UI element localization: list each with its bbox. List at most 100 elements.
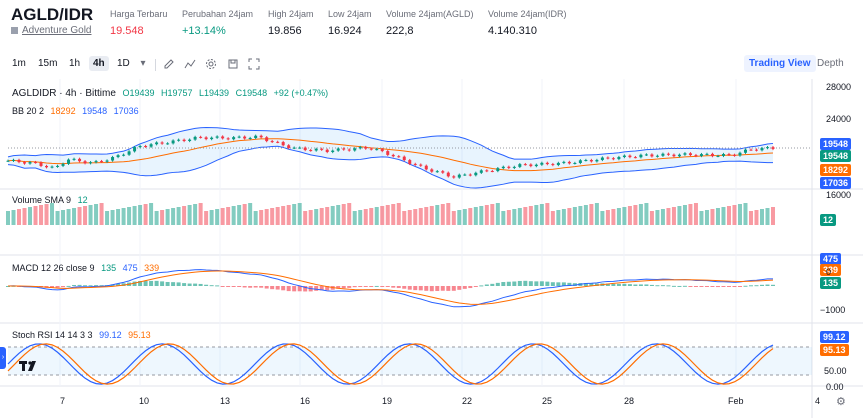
candle-body (677, 154, 681, 157)
macd-histogram-bar (352, 286, 357, 288)
volume-bar (644, 203, 649, 225)
timeframe-1m[interactable]: 1m (12, 58, 26, 69)
macd-histogram-bar (259, 286, 264, 288)
macd-histogram-bar (771, 284, 775, 286)
expand-panel-tab[interactable]: › (0, 347, 6, 369)
macd-histogram-bar (187, 283, 192, 286)
volume-bar (347, 203, 352, 225)
asset-name-link[interactable]: Adventure Gold (11, 25, 92, 36)
bb-legend-upper: 19548 (82, 106, 108, 116)
settings-icon[interactable] (205, 58, 217, 70)
macd-histogram-bar (561, 282, 566, 286)
macd-histogram-bar (391, 286, 396, 288)
volume-bar (374, 207, 379, 225)
macd-histogram-bar (583, 283, 588, 286)
volume-bar (765, 208, 770, 225)
chevron-down-icon[interactable]: ▾ (140, 58, 146, 69)
macd-signal-line (7, 270, 774, 305)
timeframe-1d[interactable]: 1D (117, 58, 130, 69)
macd-histogram-bar (633, 284, 638, 286)
candle-body (721, 154, 725, 156)
time-tick: 19 (382, 396, 393, 406)
candle-body (419, 164, 423, 166)
save-icon[interactable] (227, 58, 239, 70)
macd-histogram-bar (143, 281, 148, 286)
timeframe-15m[interactable]: 15m (38, 58, 58, 69)
volume-bar (501, 211, 506, 225)
volume-bar (583, 205, 588, 225)
volume-bar (259, 210, 264, 225)
volume-bar (545, 203, 550, 225)
volume-bar (407, 210, 412, 225)
candle-body (589, 160, 593, 162)
indicator-icon[interactable] (184, 58, 196, 70)
candle-body (578, 160, 582, 163)
candle-body (732, 154, 736, 156)
candle-body (144, 146, 148, 148)
macd-histogram-bar (622, 283, 627, 286)
trading-view-tab[interactable]: Trading View (744, 55, 816, 72)
volume-bar (66, 209, 71, 225)
volume-bar (627, 206, 632, 225)
candle-body (490, 171, 494, 173)
stat-value: +13.14% (182, 25, 226, 37)
macd-histogram-bar (132, 281, 137, 286)
macd-histogram-bar (358, 286, 363, 287)
macd-histogram-bar (660, 285, 665, 287)
volume-bar (534, 205, 539, 225)
candle-body (100, 161, 104, 163)
stat-last-price: Harga Terbaru 19.548 (110, 9, 167, 37)
macd-histogram-bar (649, 284, 654, 286)
macd-histogram-bar (721, 286, 726, 287)
candle-body (408, 160, 412, 164)
stat-value: 222,8 (386, 25, 414, 37)
macd-histogram-bar (270, 286, 275, 290)
candle-body (314, 148, 318, 151)
stoch-d-line (7, 343, 774, 385)
stoch-k-line (7, 343, 774, 385)
chart-canvas[interactable] (0, 79, 863, 418)
timeframe-4h[interactable]: 4h (89, 56, 109, 71)
candle-body (661, 153, 665, 156)
stoch-legend: Stoch RSI 14 14 3 3 99.12 95.13 (12, 330, 155, 340)
macd-histogram-bar (160, 281, 165, 286)
chart-area[interactable]: AGLDIDR · 4h · Bittime O19439 H19757 L19… (0, 79, 863, 418)
fullscreen-icon[interactable] (248, 58, 260, 70)
volume-bar (517, 208, 522, 225)
volume-bar (33, 206, 38, 225)
macd-histogram-bar (220, 286, 225, 287)
volume-bar (11, 210, 16, 225)
pencil-icon[interactable] (163, 58, 175, 70)
volume-bar (743, 203, 748, 225)
volume-bar (198, 203, 203, 225)
candle-body (699, 154, 703, 156)
bb-basis-line (7, 138, 774, 172)
candle-body (567, 161, 571, 164)
settings-icon[interactable]: ⚙ (836, 396, 846, 408)
volume-bar (314, 209, 319, 225)
candle-body (391, 154, 395, 157)
timeframe-1h[interactable]: 1h (69, 58, 81, 69)
macd-histogram-bar (473, 286, 478, 287)
macd-histogram-bar (182, 283, 187, 286)
candle-body (232, 137, 236, 140)
candle-body (760, 148, 764, 151)
candle-body (94, 161, 98, 163)
macd-histogram-bar (380, 286, 385, 287)
candle-body (534, 164, 538, 167)
volume-bar (572, 207, 577, 225)
macd-histogram-bar (237, 286, 242, 287)
macd-histogram-bar (171, 282, 176, 286)
volume-bar (446, 203, 451, 225)
depth-tab[interactable]: Depth (817, 58, 844, 69)
candle-body (133, 147, 137, 152)
volume-bar (391, 204, 396, 225)
stat-label: High 24jam (268, 9, 314, 19)
candle-body (765, 147, 769, 149)
macd-histogram-bar (314, 286, 319, 291)
candle-body (622, 155, 626, 158)
candle-body (12, 159, 16, 161)
macd-histogram-bar (198, 283, 203, 286)
volume-bar (506, 210, 511, 225)
macd-histogram-bar (77, 284, 82, 286)
